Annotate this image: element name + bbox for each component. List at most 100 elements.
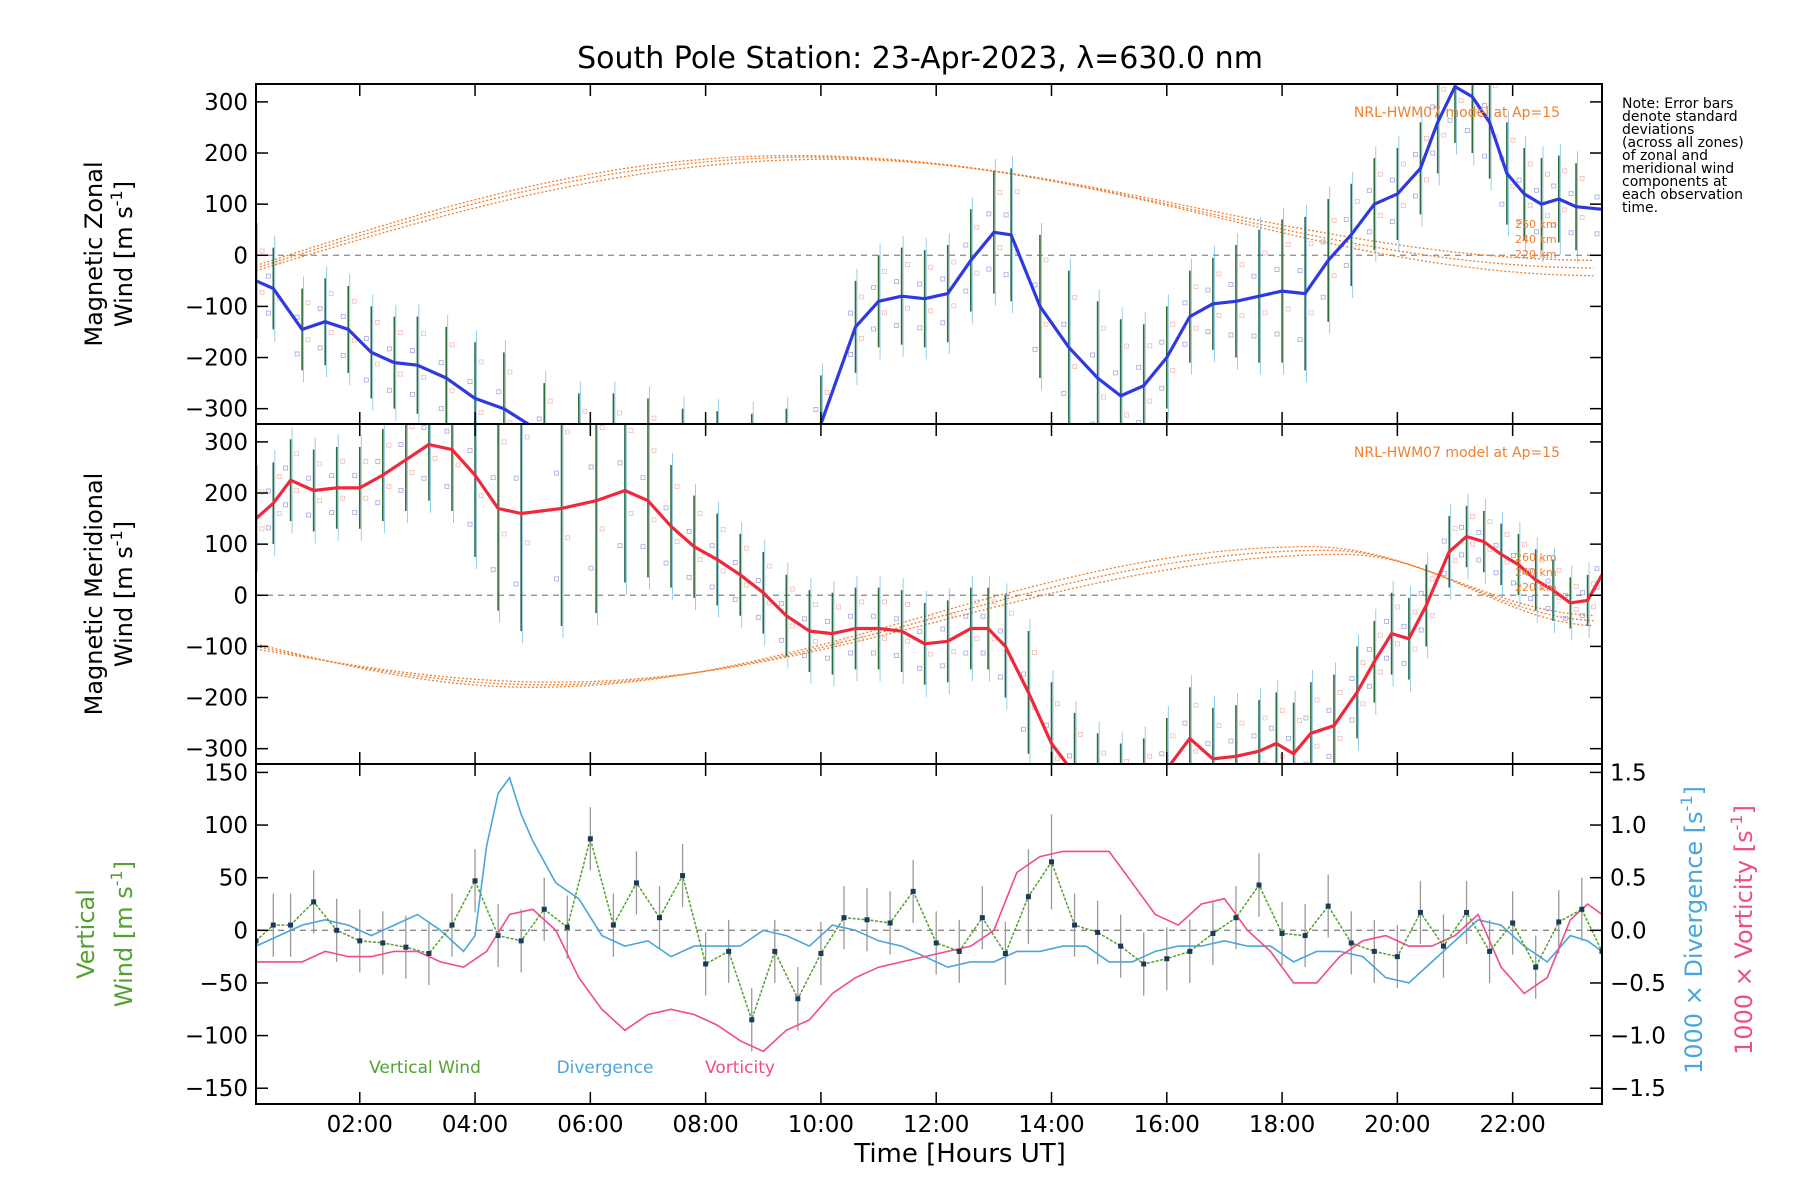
meridional-zone-sample [732,596,738,602]
meridional-zone-sample [1217,770,1221,774]
meridional-y-tick-label: 300 [204,430,248,456]
meridional-zone-sample [1068,809,1072,813]
zonal-zone-sample [1527,203,1533,208]
zonal-zone-sample [507,420,513,424]
meridional-zone-sample [1091,771,1095,775]
zonal-zone-sample [1159,385,1165,391]
vertical-wind-line [256,835,1602,1023]
meridional-zone-sample [1297,718,1303,723]
vertical-wind-point [1579,906,1585,912]
zonal-zone-sample [374,361,380,367]
meridional-zone-sample [1055,756,1060,762]
zonal-zone-sample [676,442,680,446]
meridional-zone-sample [871,613,876,619]
meridional-zone-sample [1606,578,1610,582]
vertical-y-tick-label: 50 [219,866,248,892]
zonal-zone-sample [1441,132,1447,138]
meridional-zone-sample [686,574,692,580]
zonal-zone-sample [1072,295,1078,300]
zonal-zone-sample [917,281,923,287]
zonal-zone-sample [606,481,610,485]
zonal-zone-sample [1274,331,1280,337]
meridional-zone-sample [1286,736,1292,741]
zonal-zone-sample [1377,213,1383,219]
vertical-wind-point [1464,909,1470,915]
zonal-zone-sample [1400,161,1406,167]
zonal-zone-sample [779,488,783,492]
meridional-zone-sample [732,560,738,565]
zonal-zone-sample [848,352,853,357]
zonal-y-axis-label-sup: -1 [107,190,126,206]
vertical-y-axis-label-line1: Vertical [72,889,100,979]
zonal-zone-sample [340,313,346,319]
zonal-zone-sample [478,359,484,365]
zonal-zone-sample [676,488,680,492]
zonal-zone-sample [963,288,969,294]
meridional-zone-sample [709,584,715,590]
zonal-y-axis-label-text: Wind [m s [110,206,138,327]
meridional-zone-sample [628,511,634,516]
zonal-zone-sample [1343,263,1349,268]
zonal-wind-line [256,85,1602,424]
vertical-wind-point [933,940,939,946]
meridional-zone-sample [1021,726,1026,732]
meridional-zone-sample [276,474,282,480]
zonal-zone-sample [1499,201,1505,207]
meridional-zone-sample [1303,761,1309,764]
zonal-zone-sample [825,434,829,438]
zonal-zone-sample [1205,329,1211,334]
vertical-y-tick-label: −50 [199,971,248,997]
meridional-zone-sample [1147,753,1153,759]
zonal-zone-sample [467,379,473,384]
meridional-zone-sample [825,655,830,661]
zonal-zone-sample [1545,171,1550,177]
zonal-zone-sample [1170,321,1176,327]
meridional-zone-sample [398,488,404,493]
meridional-zone-sample [917,665,923,671]
zonal-zone-sample [1003,272,1009,278]
vertical-wind-point [1256,882,1262,888]
zonal-zone-sample [1239,312,1245,318]
meridional-y-axis-label: Magnetic Meridional Wind [m s-1] [80,473,138,716]
meridional-zone-sample [1366,683,1372,689]
zonal-zone-sample [1061,390,1067,396]
vertical-wind-point [495,933,501,939]
zonal-zone-sample [1551,222,1557,228]
zonal-zone-sample [1448,68,1452,72]
zonal-zone-sample [745,448,749,452]
zonal-zone-sample [1482,153,1487,159]
zonal-zone-sample [1193,284,1199,290]
meridional-zone-sample [1493,570,1499,576]
divergence-axis-label-text: 1000 × Divergence [s-1] [1677,786,1708,1074]
meridional-zone-sample [421,475,427,481]
zonal-zone-sample [421,374,426,380]
meridional-zone-sample [501,531,507,537]
meridional-zone-sample [1539,585,1545,591]
zonal-zone-sample [1377,171,1383,177]
zonal-zone-sample [1308,241,1314,247]
meridional-zone-sample [1591,604,1596,610]
zonal-zone-sample [1447,117,1453,123]
meridional-zone-sample [755,614,761,620]
meridional-model-curve-1 [256,549,1594,686]
zonal-zone-sample [1159,339,1165,345]
meridional-zone-sample [1216,723,1222,729]
zonal-zone-sample [317,345,323,351]
zonal-y-axis-label-line1: Magnetic Zonal [80,161,108,346]
zonal-zone-sample [1458,98,1464,104]
meridional-zone-sample [894,616,900,622]
zonal-zone-sample [276,259,282,265]
meridional-zone-sample [363,495,369,501]
zonal-zone-sample [1343,217,1349,222]
meridional-zone-sample [294,488,299,493]
vertical-wind-point [1302,933,1308,939]
meridional-zone-sample [928,614,934,620]
vertical-y-tick-label: 150 [204,760,248,786]
vertical-wind-point [795,996,801,1002]
meridional-zone-sample [599,425,605,430]
zonal-zone-sample [859,335,864,341]
zonal-zone-sample [249,265,253,269]
zonal-zone-sample [1182,300,1188,306]
meridional-zone-sample [778,601,784,606]
meridional-zone-sample [1137,772,1141,776]
